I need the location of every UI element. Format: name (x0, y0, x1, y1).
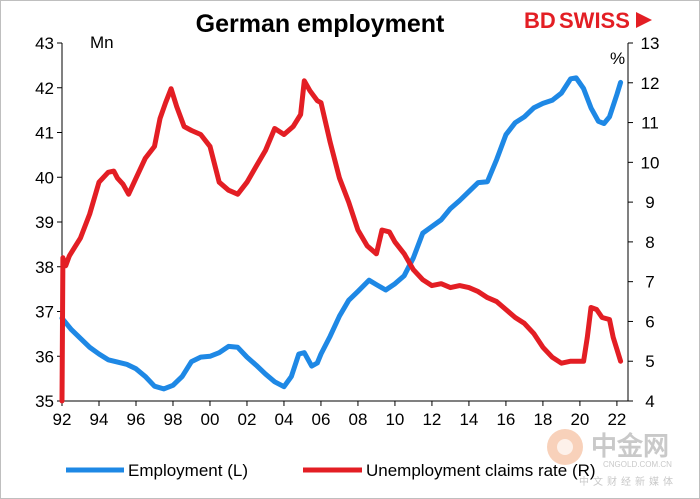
left-tick-label: 43 (35, 34, 54, 53)
left-tick-label: 39 (35, 213, 54, 232)
legend-label-employment: Employment (L) (128, 461, 248, 480)
right-tick-label: 13 (641, 34, 660, 53)
right-tick-label: 8 (645, 233, 654, 252)
right-tick-label: 7 (645, 273, 654, 292)
watermark: 中金网 CNGOLD.COM.CN 中文财经新媒体 (547, 429, 677, 488)
watermark-logo-inner-icon (557, 439, 573, 455)
x-tick-label: 06 (311, 410, 330, 429)
x-tick-label: 00 (201, 410, 220, 429)
right-tick-label: 10 (641, 153, 660, 172)
right-tick-label: 5 (645, 352, 654, 371)
right-tick-label: 4 (645, 392, 654, 411)
watermark-url: CNGOLD.COM.CN (603, 460, 672, 469)
x-tick-label: 18 (533, 410, 552, 429)
left-tick-label: 41 (35, 124, 54, 143)
x-tick-label: 92 (53, 410, 72, 429)
x-tick-label: 12 (422, 410, 441, 429)
x-tick-label: 04 (274, 410, 293, 429)
left-tick-label: 38 (35, 258, 54, 277)
x-tick-label: 98 (164, 410, 183, 429)
x-tick-label: 10 (385, 410, 404, 429)
x-tick-label: 96 (127, 410, 146, 429)
brand-logo: BD SWISS (524, 8, 652, 33)
x-tick-label: 22 (607, 410, 626, 429)
right-tick-label: 12 (641, 74, 660, 93)
brand-logo-bd: BD (524, 8, 556, 33)
x-tick-label: 16 (496, 410, 515, 429)
left-axis-unit: Mn (90, 33, 114, 52)
series-lines (59, 75, 624, 404)
watermark-subtitle: 中文财经新媒体 (579, 475, 677, 488)
series-line-employment (59, 75, 624, 392)
x-tick-label: 14 (459, 410, 478, 429)
watermark-chinese: 中金网 (591, 431, 669, 462)
legend-label-unemployment: Unemployment claims rate (R) (366, 461, 596, 480)
left-tick-label: 37 (35, 303, 54, 322)
chart-title: German employment (196, 10, 445, 38)
x-tick-label: 08 (348, 410, 367, 429)
right-tick-label: 6 (645, 312, 654, 331)
right-axis-unit: % (610, 49, 625, 68)
brand-arrow-icon (636, 12, 652, 28)
x-tick-label: 02 (238, 410, 257, 429)
left-tick-label: 36 (35, 347, 54, 366)
right-tick-label: 9 (645, 193, 654, 212)
legend: Employment (L) Unemployment claims rate … (66, 461, 596, 480)
x-axis-ticks: 92 94 96 98 00 02 04 06 08 10 12 14 16 18 20 22 (53, 401, 626, 429)
brand-logo-swiss: SWISS (559, 8, 630, 33)
left-tick-label: 42 (35, 79, 54, 98)
x-tick-label: 20 (570, 410, 589, 429)
series-line-unemployment-claims (59, 78, 624, 404)
left-axis-ticks: 35 36 37 38 39 40 41 42 43 (35, 34, 62, 411)
right-tick-label: 11 (641, 114, 659, 133)
x-tick-label: 94 (90, 410, 109, 429)
left-tick-label: 35 (35, 392, 54, 411)
left-tick-label: 40 (35, 168, 54, 187)
right-axis-ticks: 4 5 6 7 8 9 10 11 12 13 (628, 34, 659, 411)
